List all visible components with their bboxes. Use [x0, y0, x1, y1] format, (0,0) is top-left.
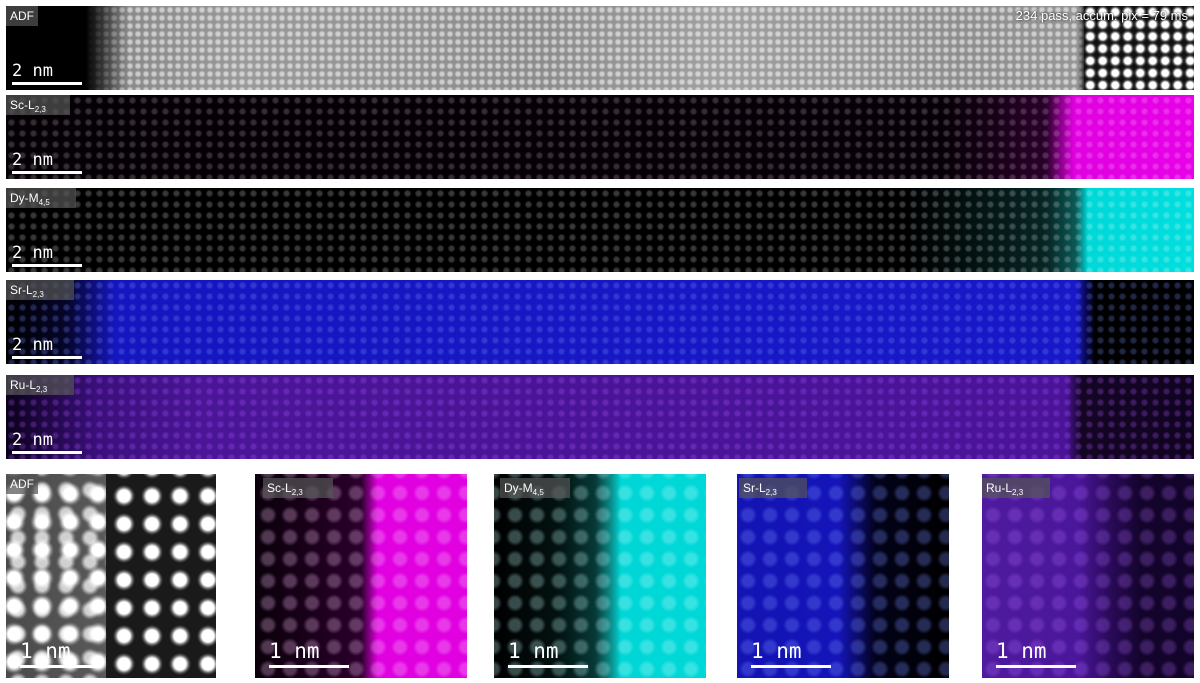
ru-map-strip: Ru-L2,3 2 nm [6, 375, 1194, 459]
dy-map-strip: Dy-M4,5 2 nm [6, 188, 1194, 272]
scale-bar-label: 2 nm [12, 430, 53, 450]
scale-bar-label: 2 nm [12, 61, 53, 81]
scale-bar-line [12, 171, 82, 174]
ru-zoom-tile: Ru-L2,3 1 nm [982, 474, 1194, 678]
scale-bar-line [751, 665, 831, 668]
scale-bar-line [20, 665, 100, 668]
scale-bar-label: 2 nm [12, 243, 53, 263]
scale-bar-label: 1 nm [20, 639, 71, 663]
scale-bar-line [12, 451, 82, 454]
adf-bright-region [1084, 6, 1194, 90]
adf-zoom-tile: ADF 1 nm [6, 474, 216, 678]
sr-strip-label: Sr-L2,3 [6, 280, 74, 300]
adf-bright-region [106, 474, 216, 678]
adf-map-strip: ADF 234 pass, accum. pix = 79 ms 2 nm [6, 6, 1194, 90]
dy-zoom-tile: Dy-M4,5 1 nm [494, 474, 706, 678]
scale-bar-label: 1 nm [996, 639, 1047, 663]
sc-zoom-tile: Sc-L2,3 1 nm [255, 474, 467, 678]
ru-tile-label: Ru-L2,3 [982, 478, 1050, 498]
scale-bar-line [12, 82, 82, 85]
sr-zoom-tile: Sr-L2,3 1 nm [737, 474, 949, 678]
scale-bar-label: 2 nm [12, 150, 53, 170]
acquisition-info: 234 pass, accum. pix = 79 ms [1015, 8, 1188, 23]
sr-tile-label: Sr-L2,3 [739, 478, 807, 498]
adf-tile-label: ADF [6, 474, 38, 494]
scale-bar-line [269, 665, 349, 668]
ru-strip-label: Ru-L2,3 [6, 375, 74, 395]
adf-strip-label: ADF [6, 6, 38, 26]
dy-strip-label: Dy-M4,5 [6, 188, 76, 208]
dy-tile-label: Dy-M4,5 [500, 478, 570, 498]
sc-map-strip: Sc-L2,3 2 nm [6, 95, 1194, 179]
scale-bar-line [12, 264, 82, 267]
scale-bar-label: 1 nm [508, 639, 559, 663]
scale-bar-line [12, 356, 82, 359]
scale-bar-label: 1 nm [751, 639, 802, 663]
sc-strip-label: Sc-L2,3 [6, 95, 70, 115]
scale-bar-label: 2 nm [12, 335, 53, 355]
sc-tile-label: Sc-L2,3 [263, 478, 333, 498]
scale-bar-line [508, 665, 588, 668]
scale-bar-label: 1 nm [269, 639, 320, 663]
scale-bar-line [996, 665, 1076, 668]
sr-map-strip: Sr-L2,3 2 nm [6, 280, 1194, 364]
